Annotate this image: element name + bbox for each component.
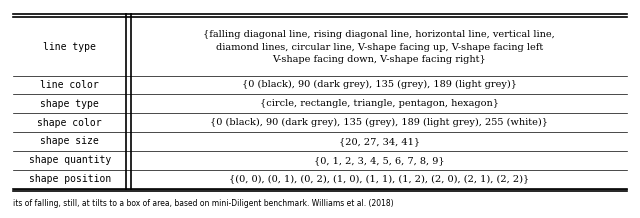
Text: line type: line type	[43, 42, 96, 52]
Text: shape quantity: shape quantity	[29, 155, 111, 165]
Text: {circle, rectangle, triangle, pentagon, hexagon}: {circle, rectangle, triangle, pentagon, …	[260, 99, 499, 108]
Text: line color: line color	[40, 80, 99, 90]
Text: {0 (black), 90 (dark grey), 135 (grey), 189 (light grey)}: {0 (black), 90 (dark grey), 135 (grey), …	[242, 80, 516, 90]
Text: shape type: shape type	[40, 99, 99, 109]
Text: shape position: shape position	[29, 174, 111, 184]
Text: its of falling, still, at tilts to a box of area, based on mini-Diligent benchma: its of falling, still, at tilts to a box…	[13, 199, 394, 208]
Text: {0 (black), 90 (dark grey), 135 (grey), 189 (light grey), 255 (white)}: {0 (black), 90 (dark grey), 135 (grey), …	[211, 118, 548, 127]
Text: shape size: shape size	[40, 136, 99, 146]
Text: {20, 27, 34, 41}: {20, 27, 34, 41}	[339, 137, 420, 146]
Text: {falling diagonal line, rising diagonal line, horizontal line, vertical line,
di: {falling diagonal line, rising diagonal …	[204, 30, 555, 64]
Text: {0, 1, 2, 3, 4, 5, 6, 7, 8, 9}: {0, 1, 2, 3, 4, 5, 6, 7, 8, 9}	[314, 156, 445, 165]
Text: shape color: shape color	[37, 118, 102, 128]
Text: {(0, 0), (0, 1), (0, 2), (1, 0), (1, 1), (1, 2), (2, 0), (2, 1), (2, 2)}: {(0, 0), (0, 1), (0, 2), (1, 0), (1, 1),…	[229, 175, 529, 184]
